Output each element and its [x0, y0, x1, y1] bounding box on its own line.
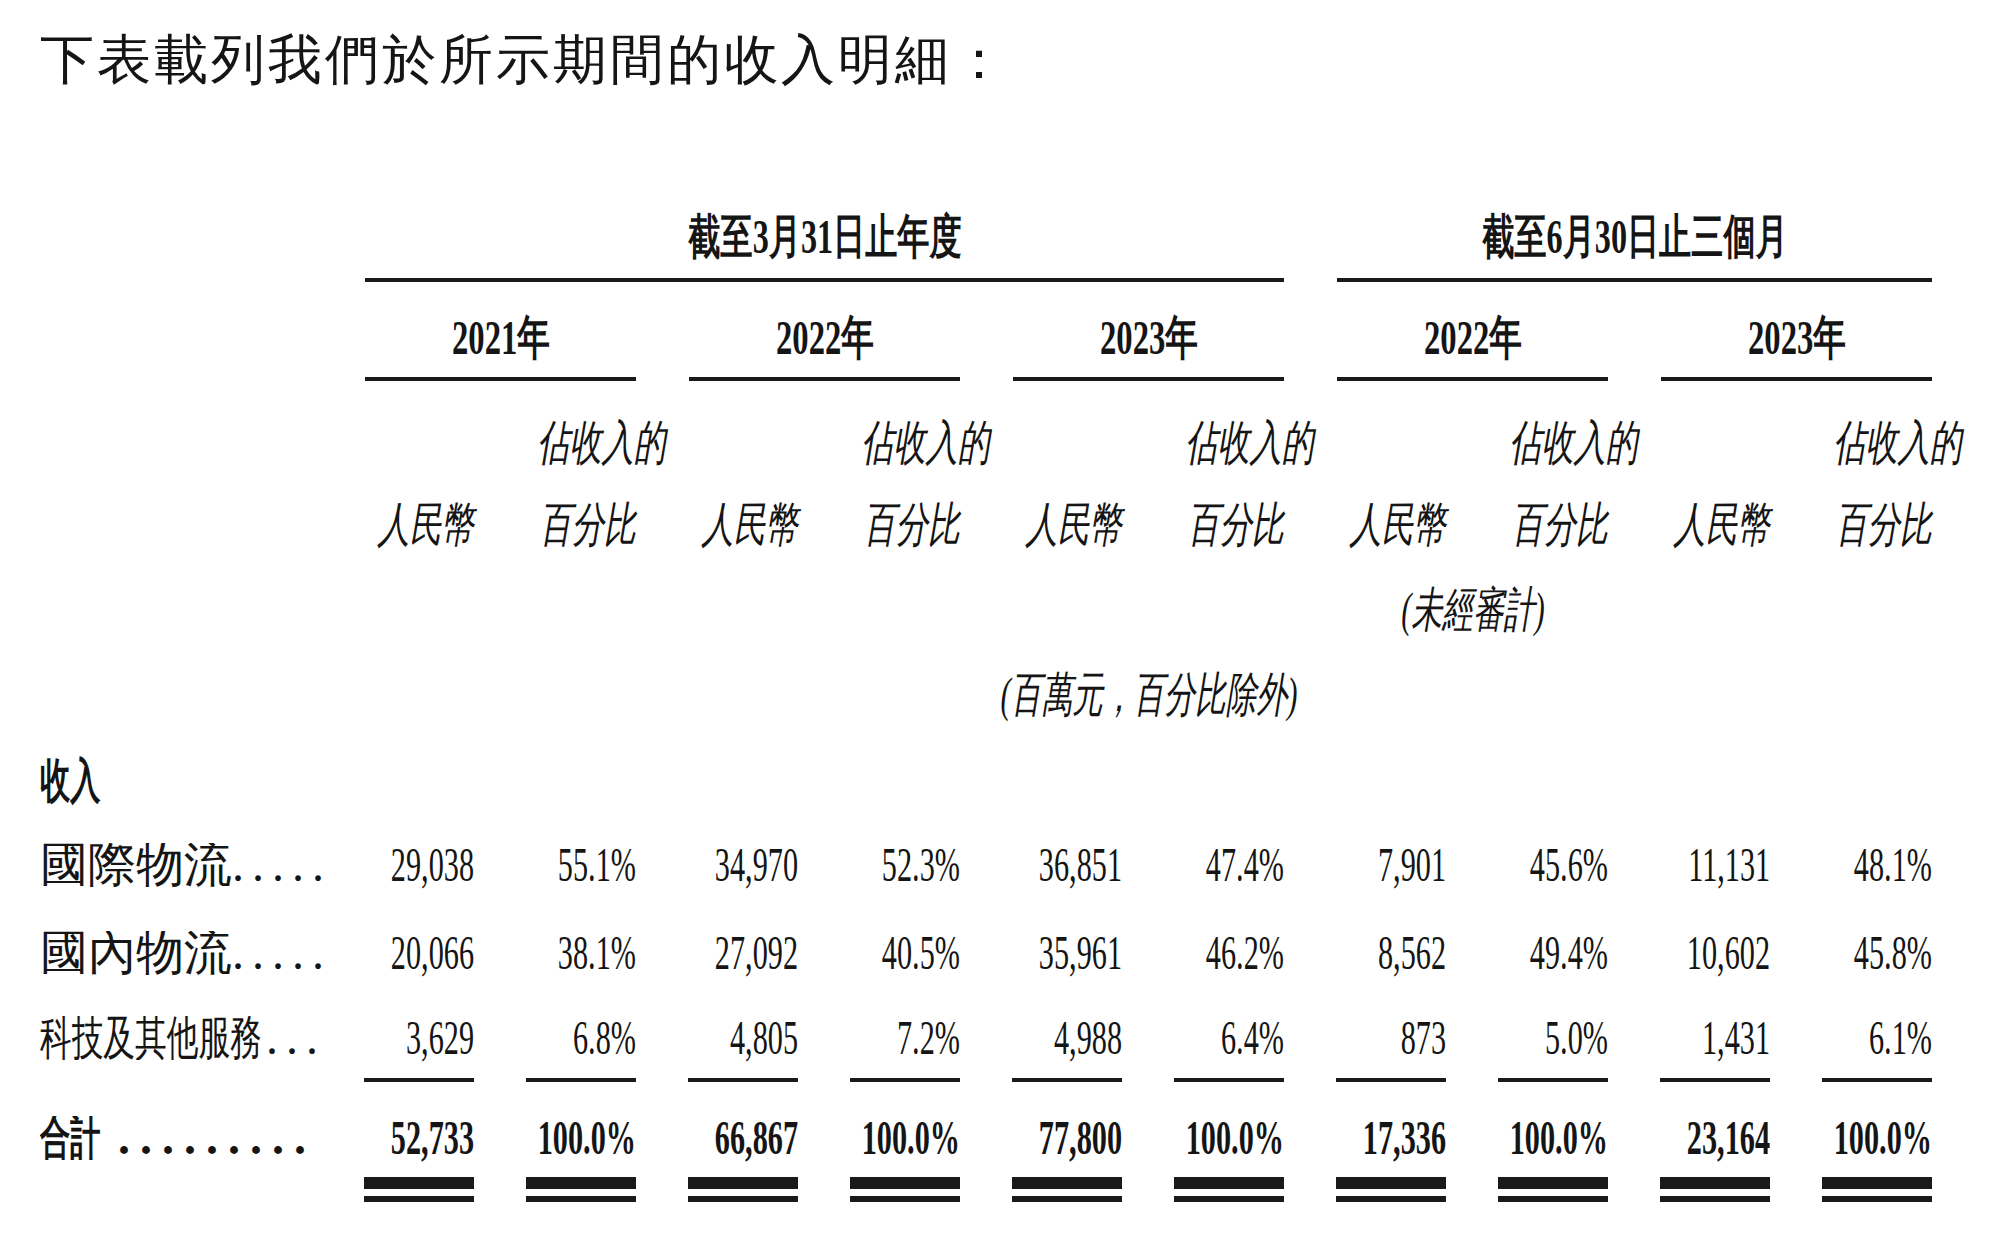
cell: 10,602 — [1608, 931, 1770, 981]
col-header-rmb: 人民幣 — [1608, 501, 1770, 549]
cell: 100.0% — [798, 1116, 960, 1195]
col-header-pct-of-revenue: 佔收入的 — [798, 419, 960, 467]
table-row-domestic-logistics: 國內物流..... 20,066 38.1% 27,092 40.5% 35,9… — [0, 931, 2000, 987]
col-header-pct: 百分比 — [798, 501, 960, 549]
cell: 7.2% — [798, 1016, 960, 1088]
cell: 47.4% — [1122, 843, 1284, 893]
cell: 38.1% — [474, 931, 636, 981]
col-header-pct: 百分比 — [1122, 501, 1284, 549]
col-header-pct-of-revenue: 佔收入的 — [1122, 419, 1284, 467]
cell: 8,562 — [1284, 931, 1446, 981]
unaudited-note: (未經審計) — [1337, 586, 1608, 634]
year-header-2022-q: 2022年 — [1337, 281, 1608, 381]
col-header-pct-of-revenue: 佔收入的 — [1770, 419, 1932, 467]
cell: 11,131 — [1608, 843, 1770, 893]
year-header-rule — [1337, 377, 1608, 381]
cell: 4,805 — [636, 1016, 798, 1088]
cell: 1,431 — [1608, 1016, 1770, 1088]
cell: 45.8% — [1770, 931, 1932, 981]
cell: 23,164 — [1608, 1116, 1770, 1195]
year-header-2022: 2022年 — [689, 281, 960, 381]
cell: 5.0% — [1446, 1016, 1608, 1088]
cell: 6.1% — [1770, 1016, 1932, 1088]
cell: 27,092 — [636, 931, 798, 981]
year-header-2023: 2023年 — [1013, 281, 1284, 381]
dot-leader: ......... — [118, 1116, 316, 1160]
cell: 48.1% — [1770, 843, 1932, 893]
cell: 4,988 — [960, 1016, 1122, 1088]
cell: 46.2% — [1122, 931, 1284, 981]
cell: 873 — [1284, 1016, 1446, 1088]
cell: 6.4% — [1122, 1016, 1284, 1088]
cell: 100.0% — [474, 1116, 636, 1195]
cell: 45.6% — [1446, 843, 1608, 893]
cell: 40.5% — [798, 931, 960, 981]
col-header-rmb: 人民幣 — [1284, 501, 1446, 549]
cell: 52,733 — [312, 1116, 474, 1195]
cell: 20,066 — [312, 931, 474, 981]
year-header-rule — [365, 377, 636, 381]
cell: 52.3% — [798, 843, 960, 893]
page: 下表載列我們於所示期間的收入明細： 截至3月31日止年度 截至6月30日止三個月… — [0, 0, 2000, 1256]
col-header-pct-of-revenue: 佔收入的 — [474, 419, 636, 467]
col-header-rmb: 人民幣 — [960, 501, 1122, 549]
table-row-technology-other-services: 科技及其他服務... 3,629 6.8% 4,805 7.2% 4,988 6… — [0, 1016, 2000, 1072]
cell: 6.8% — [474, 1016, 636, 1088]
cell: 35,961 — [960, 931, 1122, 981]
cell: 100.0% — [1446, 1116, 1608, 1195]
column-group-header-year-ended: 截至3月31日止年度 — [365, 190, 1284, 282]
cell: 77,800 — [960, 1116, 1122, 1195]
col-header-rmb: 人民幣 — [312, 501, 474, 549]
cell: 7,901 — [1284, 843, 1446, 893]
cell: 29,038 — [312, 843, 474, 893]
cell: 66,867 — [636, 1116, 798, 1195]
col-header-pct: 百分比 — [1770, 501, 1932, 549]
year-header-2023-q: 2023年 — [1661, 281, 1932, 381]
cell: 3,629 — [312, 1016, 474, 1088]
table-row-international-logistics: 國際物流..... 29,038 55.1% 34,970 52.3% 36,8… — [0, 843, 2000, 899]
col-header-pct: 百分比 — [1446, 501, 1608, 549]
year-header-rule — [689, 377, 960, 381]
col-header-pct: 百分比 — [474, 501, 636, 549]
cell: 100.0% — [1122, 1116, 1284, 1195]
cell: 49.4% — [1446, 931, 1608, 981]
cell: 100.0% — [1770, 1116, 1932, 1195]
cell: 17,336 — [1284, 1116, 1446, 1195]
page-title: 下表載列我們於所示期間的收入明細： — [40, 32, 1009, 88]
year-header-2021: 2021年 — [365, 281, 636, 381]
col-header-pct-of-revenue: 佔收入的 — [1446, 419, 1608, 467]
section-header-revenue: 收入 — [40, 757, 136, 805]
year-header-rule — [1013, 377, 1284, 381]
year-header-rule — [1661, 377, 1932, 381]
column-group-header-three-months: 截至6月30日止三個月 — [1337, 190, 1932, 282]
table-row-total: 合計......... 52,733 100.0% 66,867 100.0% … — [0, 1116, 2000, 1172]
cell: 36,851 — [960, 843, 1122, 893]
cell: 34,970 — [636, 843, 798, 893]
unit-note: (百萬元，百分比除外) — [365, 671, 1932, 719]
col-header-rmb: 人民幣 — [636, 501, 798, 549]
cell: 55.1% — [474, 843, 636, 893]
